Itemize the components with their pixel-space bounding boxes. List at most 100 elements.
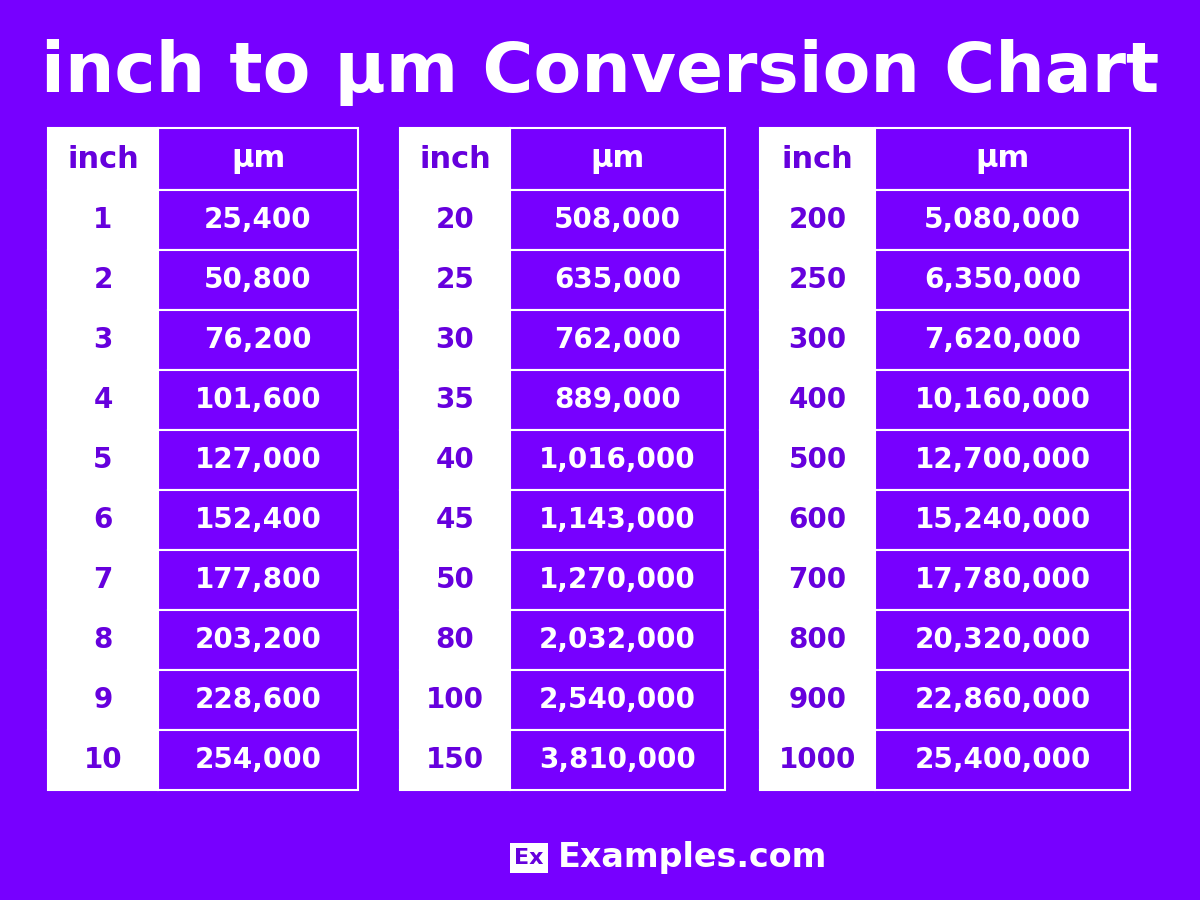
Bar [48, 430, 158, 490]
Bar [158, 730, 358, 790]
Text: 400: 400 [788, 386, 846, 414]
Text: 8: 8 [94, 626, 113, 654]
Text: 6,350,000: 6,350,000 [924, 266, 1081, 294]
Bar [510, 430, 725, 490]
Bar [510, 190, 725, 250]
Text: 762,000: 762,000 [554, 326, 680, 354]
Bar [48, 370, 158, 430]
Text: μm: μm [230, 145, 286, 174]
Text: 1: 1 [94, 206, 113, 234]
Bar [510, 670, 725, 730]
Bar [875, 430, 1130, 490]
Text: 3: 3 [94, 326, 113, 354]
Text: 5,080,000: 5,080,000 [924, 206, 1081, 234]
Bar [760, 490, 875, 550]
Bar [400, 430, 510, 490]
Text: 2,540,000: 2,540,000 [539, 686, 696, 714]
Bar [875, 610, 1130, 670]
Text: 152,400: 152,400 [194, 506, 322, 534]
Text: 40: 40 [436, 446, 474, 474]
Bar [875, 250, 1130, 310]
Text: 25,400: 25,400 [204, 206, 312, 234]
Text: 1,143,000: 1,143,000 [539, 506, 696, 534]
Bar [48, 250, 158, 310]
Text: 700: 700 [788, 566, 846, 594]
Text: 76,200: 76,200 [204, 326, 312, 354]
Bar [158, 310, 358, 370]
Text: 600: 600 [788, 506, 846, 534]
Text: 254,000: 254,000 [194, 746, 322, 774]
Bar [400, 190, 510, 250]
Text: 9: 9 [94, 686, 113, 714]
Bar [400, 310, 510, 370]
Bar [158, 370, 358, 430]
Bar [158, 430, 358, 490]
Text: 30: 30 [436, 326, 474, 354]
Text: 45: 45 [436, 506, 474, 534]
Text: 800: 800 [788, 626, 846, 654]
Bar [510, 370, 725, 430]
Bar [510, 490, 725, 550]
Text: μm: μm [590, 145, 644, 174]
Text: 22,860,000: 22,860,000 [914, 686, 1091, 714]
Text: 127,000: 127,000 [194, 446, 322, 474]
Text: 635,000: 635,000 [554, 266, 682, 294]
Text: 150: 150 [426, 746, 484, 774]
Text: 7,620,000: 7,620,000 [924, 326, 1081, 354]
Text: 1,270,000: 1,270,000 [539, 566, 696, 594]
Text: μm: μm [976, 145, 1030, 174]
Text: 200: 200 [788, 206, 846, 234]
Bar [158, 490, 358, 550]
Text: 2: 2 [94, 266, 113, 294]
Bar [48, 310, 158, 370]
Text: 3,810,000: 3,810,000 [539, 746, 696, 774]
Bar [158, 128, 358, 190]
Text: 10: 10 [84, 746, 122, 774]
Bar [760, 670, 875, 730]
Text: 5: 5 [94, 446, 113, 474]
Bar [400, 730, 510, 790]
Bar [510, 310, 725, 370]
Text: 100: 100 [426, 686, 484, 714]
Text: Examples.com: Examples.com [558, 842, 827, 875]
Text: 2,032,000: 2,032,000 [539, 626, 696, 654]
Bar [875, 310, 1130, 370]
Bar [48, 490, 158, 550]
Bar [158, 190, 358, 250]
Text: 177,800: 177,800 [194, 566, 322, 594]
Bar [48, 670, 158, 730]
Bar [760, 310, 875, 370]
Bar [875, 550, 1130, 610]
Bar [48, 128, 158, 190]
Bar [875, 490, 1130, 550]
Text: 889,000: 889,000 [554, 386, 680, 414]
Text: 35: 35 [436, 386, 474, 414]
Bar [510, 843, 548, 873]
Text: 25: 25 [436, 266, 474, 294]
Bar [875, 730, 1130, 790]
Bar [48, 730, 158, 790]
Text: 80: 80 [436, 626, 474, 654]
Text: 50: 50 [436, 566, 474, 594]
Bar [158, 610, 358, 670]
Text: 50,800: 50,800 [204, 266, 312, 294]
Bar [400, 128, 510, 190]
Bar [760, 550, 875, 610]
Text: inch: inch [67, 145, 139, 174]
Bar [48, 190, 158, 250]
Text: 203,200: 203,200 [194, 626, 322, 654]
Bar [760, 250, 875, 310]
Text: 508,000: 508,000 [554, 206, 682, 234]
Text: inch: inch [781, 145, 853, 174]
Text: 1,016,000: 1,016,000 [539, 446, 696, 474]
Bar [760, 430, 875, 490]
Text: 15,240,000: 15,240,000 [914, 506, 1091, 534]
Bar [510, 128, 725, 190]
Text: 250: 250 [788, 266, 847, 294]
Bar [510, 550, 725, 610]
Text: 6: 6 [94, 506, 113, 534]
Bar [48, 550, 158, 610]
Text: 300: 300 [788, 326, 846, 354]
Bar [760, 190, 875, 250]
Bar [760, 610, 875, 670]
